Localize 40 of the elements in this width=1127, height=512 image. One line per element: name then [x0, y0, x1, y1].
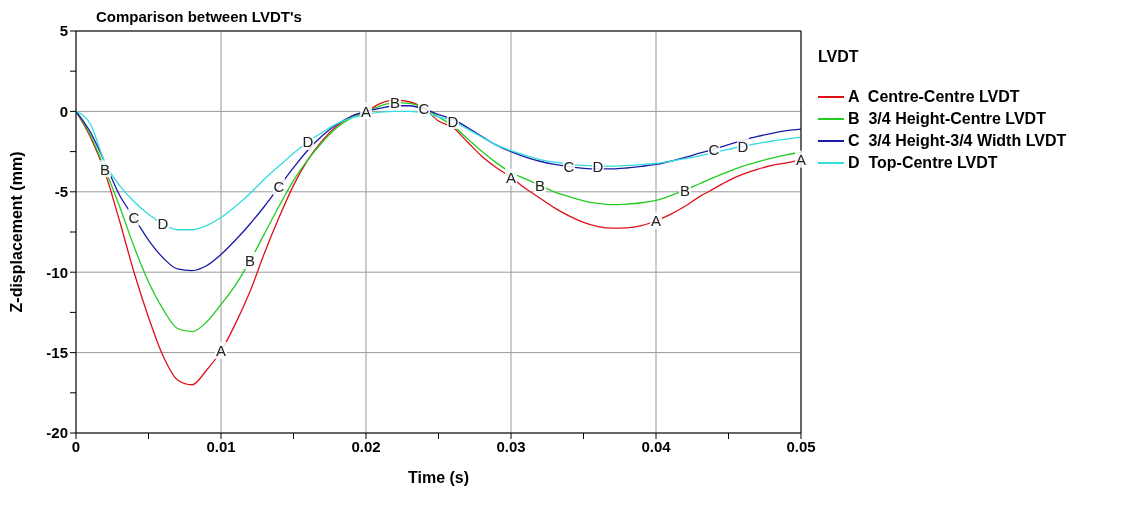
y-tick-label: -20	[46, 424, 68, 442]
x-tick-label: 0.01	[206, 437, 236, 455]
legend-label: B 3/4 Height-Centre LVDT	[848, 110, 1046, 128]
annotation: D	[302, 133, 314, 151]
annotation: D	[592, 157, 604, 175]
chart-title: Comparison between LVDT's	[96, 8, 302, 25]
y-tick-label: 0	[59, 102, 68, 120]
annotation: C	[128, 209, 140, 227]
annotation: B	[389, 94, 401, 112]
annotation: C	[708, 140, 720, 158]
annotation: D	[737, 137, 749, 155]
y-tick-label: -5	[54, 183, 68, 201]
annotation: C	[418, 100, 430, 118]
annotation: A	[650, 212, 662, 230]
annotation: D	[157, 215, 169, 233]
x-tick-label: 0.03	[496, 437, 526, 455]
annotation: A	[505, 168, 517, 186]
legend-label: D Top-Centre LVDT	[848, 154, 998, 172]
y-axis-title: Z-displacement (mm)	[7, 151, 25, 313]
annotation: B	[99, 160, 111, 178]
x-axis-title: Time (s)	[407, 469, 470, 486]
annotation: B	[534, 176, 546, 194]
annotation: C	[273, 178, 285, 196]
annotation: A	[215, 342, 227, 360]
y-tick-label: -10	[46, 263, 68, 281]
annotation: B	[679, 181, 691, 199]
x-tick-label: 0.04	[641, 437, 672, 455]
legend-label: A Centre-Centre LVDT	[848, 88, 1020, 106]
x-tick-label: 0.02	[351, 437, 381, 455]
x-tick-label: 0	[71, 437, 81, 455]
x-tick-label: 0.05	[786, 437, 816, 455]
annotation: A	[795, 151, 807, 169]
annotation: A	[360, 102, 372, 120]
legend-title: LVDT	[818, 48, 860, 66]
annotation: D	[447, 112, 459, 130]
annotation: B	[244, 252, 256, 270]
y-tick-label: 5	[59, 22, 68, 40]
annotation: C	[563, 158, 575, 176]
y-tick-label: -15	[46, 343, 68, 361]
legend-label: C 3/4 Height-3/4 Width LVDT	[848, 132, 1067, 150]
